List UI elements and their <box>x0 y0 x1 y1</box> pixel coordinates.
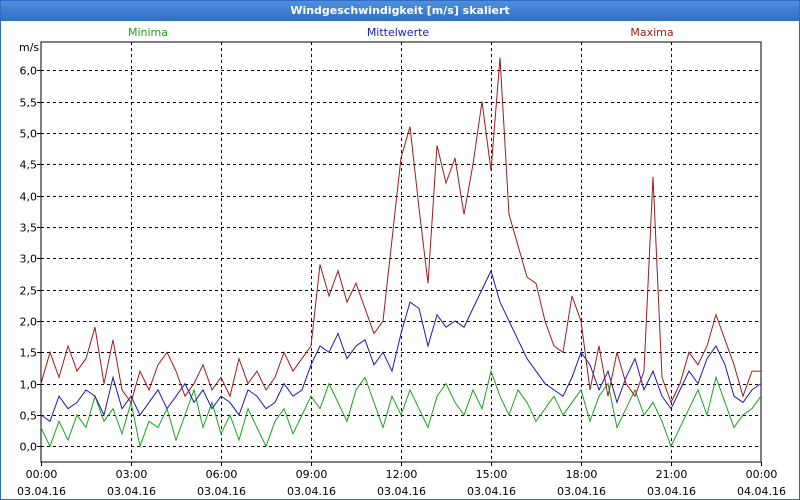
series-line-minima <box>40 369 762 449</box>
y-tick-label: 1,0 <box>20 379 38 392</box>
x-tick-date-label: 03.04.16 <box>557 485 606 498</box>
legend-entry-minima: Minima <box>128 26 168 39</box>
y-tick-label: 6,0 <box>20 65 38 78</box>
y-tick-label: 0,5 <box>20 410 38 423</box>
x-tick-date-label: 03.04.16 <box>287 485 336 498</box>
x-tick-time-label: 00:00 <box>746 468 778 481</box>
grid <box>40 41 762 463</box>
x-tick-time-label: 03:00 <box>116 468 148 481</box>
y-tick-label: 2,0 <box>20 316 38 329</box>
series-line-maxima <box>40 57 761 404</box>
x-tick-date-label: 03.04.16 <box>647 485 696 498</box>
x-tick-time-label: 18:00 <box>566 468 598 481</box>
y-tick-label: 0,0 <box>20 441 38 454</box>
axes: 0,0 0,5 1,0 1,5 2,0 2,5 3,0 3,5 4,0 4,5 5,0 5,5 6,0 0… <box>17 41 786 498</box>
y-tick-label: 4,0 <box>20 191 38 204</box>
y-tick-label: 5,5 <box>20 97 38 110</box>
x-tick-time-label: 00:00 <box>26 468 58 481</box>
x-tick-date-label: 03.04.16 <box>467 485 516 498</box>
x-tick-time-label: 21:00 <box>656 468 688 481</box>
y-axis-label: m/s <box>19 41 39 54</box>
y-tick-label: 1,5 <box>20 347 38 360</box>
x-tick-time-label: 15:00 <box>476 468 508 481</box>
legend-entry-mittelwerte: Mittelwerte <box>367 26 430 39</box>
series-lines <box>40 57 762 449</box>
wind-speed-chart: 0,0 0,5 1,0 1,5 2,0 2,5 3,0 3,5 4,0 4,5 5,0 5,5 6,0 0… <box>17 26 786 498</box>
y-tick-label: 4,5 <box>20 159 38 172</box>
x-tick-date-label: 04.04.16 <box>737 485 786 498</box>
x-tick-time-label: 09:00 <box>296 468 328 481</box>
x-tick-date-label: 03.04.16 <box>377 485 426 498</box>
x-tick-time-label: 06:00 <box>206 468 238 481</box>
x-tick-date-label: 03.04.16 <box>17 485 66 498</box>
y-tick-label: 2,5 <box>20 285 38 298</box>
y-tick-label: 3,5 <box>20 222 38 235</box>
x-tick-time-label: 12:00 <box>386 468 418 481</box>
window-title: Windgeschwindigkeit [m/s] skaliert <box>1 1 799 21</box>
x-tick-date-label: 03.04.16 <box>107 485 156 498</box>
legend-entry-maxima: Maxima <box>630 26 673 39</box>
y-tick-label: 5,0 <box>20 128 38 141</box>
legend: Minima Mittelwerte Maxima <box>128 26 674 39</box>
x-tick-date-label: 03.04.16 <box>197 485 246 498</box>
y-tick-label: 3,0 <box>20 253 38 266</box>
